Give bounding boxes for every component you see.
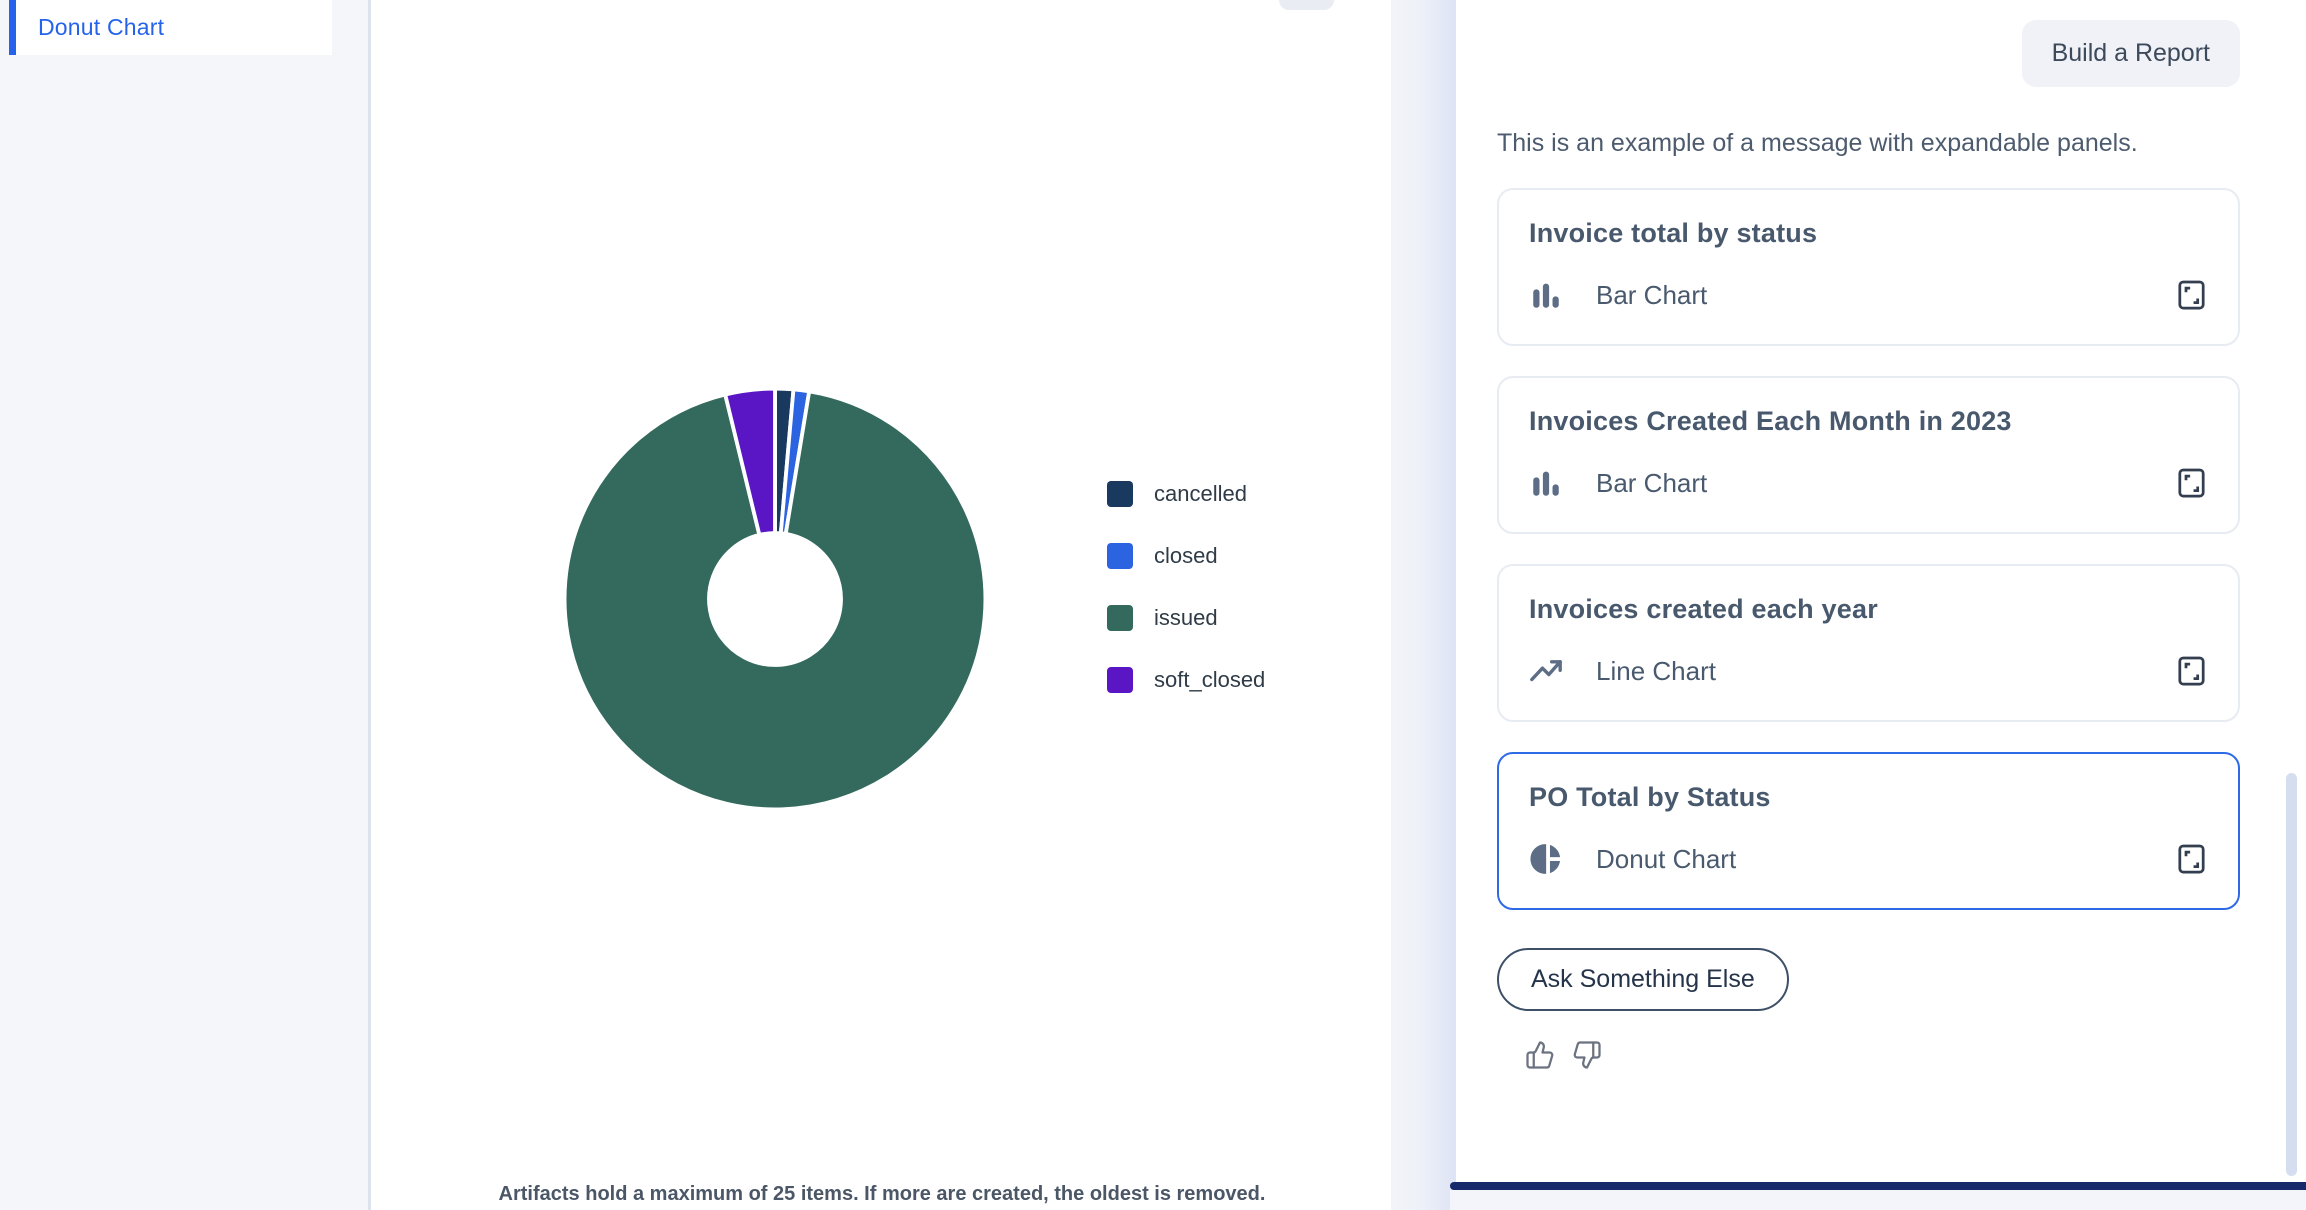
chat-input-area[interactable] bbox=[1450, 1190, 2306, 1210]
donut-chart bbox=[555, 379, 995, 819]
donut-chart-icon bbox=[1530, 842, 1563, 876]
expand-icon[interactable] bbox=[2175, 278, 2208, 312]
chat-panel: Build a Report This is an example of a m… bbox=[1450, 0, 2306, 1210]
bar-chart-icon bbox=[1533, 471, 1559, 496]
panel-divider-gradient bbox=[1391, 0, 1456, 1210]
legend-label: soft_closed bbox=[1154, 667, 1266, 692]
expandable-panel-card-selected[interactable]: PO Total by Status Donut Chart bbox=[1497, 752, 2240, 910]
sidebar-item-label: Donut Chart bbox=[38, 14, 165, 40]
bar-chart-icon bbox=[1533, 283, 1559, 308]
chart-legend: cancelled closed issued soft_closed bbox=[1107, 481, 1265, 729]
legend-swatch bbox=[1107, 543, 1133, 569]
panel-type-label: Bar Chart bbox=[1596, 467, 1708, 498]
panel-type-label: Bar Chart bbox=[1596, 279, 1708, 310]
legend-item-cancelled: cancelled bbox=[1107, 481, 1265, 507]
expandable-panel-card[interactable]: Invoice total by status Bar Chart bbox=[1497, 188, 2240, 346]
sidebar-item-donut-chart[interactable]: Donut Chart bbox=[9, 0, 332, 55]
panel-title: PO Total by Status bbox=[1529, 782, 1771, 812]
expand-icon[interactable] bbox=[2175, 654, 2208, 688]
panel-title: Invoices created each year bbox=[1529, 594, 1878, 624]
line-chart-icon bbox=[1530, 660, 1562, 682]
legend-label: cancelled bbox=[1154, 481, 1247, 506]
legend-swatch bbox=[1107, 605, 1133, 631]
legend-label: issued bbox=[1154, 605, 1218, 630]
assistant-message-text: This is an example of a message with exp… bbox=[1497, 129, 2138, 157]
thumbs-up-icon[interactable] bbox=[1525, 1040, 1555, 1070]
panel-title: Invoice total by status bbox=[1529, 218, 1818, 248]
user-message-bubble: Build a Report bbox=[2021, 20, 2240, 87]
donut-slice-issued bbox=[562, 389, 988, 812]
feedback-row bbox=[1525, 1040, 2240, 1070]
expandable-panel-card[interactable]: Invoices created each year Line Chart bbox=[1497, 564, 2240, 722]
expand-icon[interactable] bbox=[2175, 466, 2208, 500]
panel-type-label: Line Chart bbox=[1596, 655, 1716, 686]
panel-type-label: Donut Chart bbox=[1596, 843, 1737, 874]
thumbs-down-icon[interactable] bbox=[1572, 1040, 1602, 1070]
artifact-sidebar: Donut Chart bbox=[0, 0, 371, 1210]
legend-swatch bbox=[1107, 481, 1133, 507]
legend-label: closed bbox=[1154, 543, 1218, 568]
artifact-main-panel: cancelled closed issued soft_closed Artifac… bbox=[374, 0, 1390, 1210]
legend-swatch bbox=[1107, 667, 1133, 693]
legend-item-soft_closed: soft_closed bbox=[1107, 667, 1265, 693]
chat-scrollbar-thumb[interactable] bbox=[2286, 773, 2297, 1176]
legend-item-issued: issued bbox=[1107, 605, 1265, 631]
donut-slice-soft_closed bbox=[723, 386, 777, 537]
toolbar-button-partial[interactable] bbox=[1279, 0, 1334, 10]
artifact-footer-note: Artifacts hold a maximum of 25 items. If… bbox=[498, 1183, 1266, 1205]
chat-input-top-border bbox=[1450, 1182, 2306, 1190]
ask-something-else-button[interactable]: Ask Something Else bbox=[1497, 948, 1789, 1011]
legend-item-closed: closed bbox=[1107, 543, 1265, 569]
panel-title: Invoices Created Each Month in 2023 bbox=[1529, 406, 2012, 436]
expandable-panel-card[interactable]: Invoices Created Each Month in 2023 Bar … bbox=[1497, 376, 2240, 534]
expand-icon[interactable] bbox=[2175, 842, 2208, 876]
donut-chart-svg bbox=[562, 386, 988, 812]
